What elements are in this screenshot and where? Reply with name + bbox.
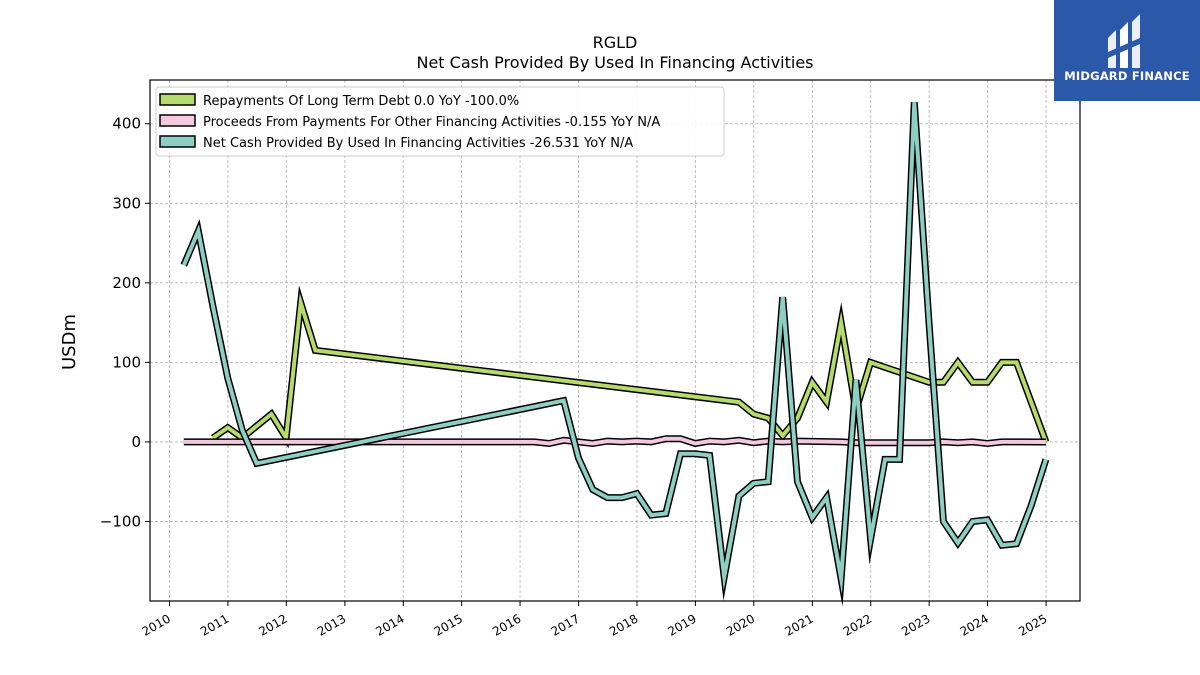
series-lines	[180, 102, 1050, 607]
x-tick-label: 2017	[549, 611, 582, 638]
legend-swatch-1	[159, 114, 196, 127]
x-axis: 2010 2011 2012 2013 2014 2015 2016 2017 2018 2019…	[140, 601, 1050, 639]
x-tick-label: 2012	[256, 611, 289, 638]
x-tick-label: 2014	[373, 611, 406, 638]
y-tick-label: 200	[112, 274, 141, 292]
y-axis: −100 0 100 200 300 400	[100, 115, 150, 530]
series-line-1	[183, 436, 1046, 446]
legend-swatch-0	[159, 93, 196, 106]
plot-frame	[149, 79, 1081, 602]
legend-label-2: Net Cash Provided By Used In Financing A…	[203, 136, 633, 151]
brand-name: MIDGARD FINANCE	[1064, 69, 1190, 83]
legend-swatch-2	[159, 135, 196, 148]
chart-title: RGLD	[593, 33, 638, 52]
x-tick-label: 2020	[724, 611, 757, 638]
y-tick-label: 0	[131, 433, 141, 451]
x-tick-label: 2018	[607, 611, 640, 638]
y-tick-label: 100	[112, 353, 141, 371]
series-line-2	[181, 102, 1048, 595]
x-tick-label: 2010	[140, 611, 173, 638]
legend-box	[155, 86, 725, 157]
brand-logo: MIDGARD FINANCE	[1054, 0, 1200, 101]
x-tick-label: 2016	[490, 611, 523, 638]
x-tick-label: 2015	[432, 611, 465, 638]
x-tick-label: 2021	[782, 611, 815, 638]
y-axis-label: USDm	[59, 314, 80, 370]
legend: Repayments Of Long Term Debt 0.0 YoY -10…	[155, 86, 725, 157]
y-tick-label: 400	[112, 115, 141, 133]
x-tick-label: 2011	[198, 611, 231, 638]
legend-label-0: Repayments Of Long Term Debt 0.0 YoY -10…	[203, 94, 519, 109]
x-tick-label: 2024	[958, 611, 991, 638]
x-tick-label: 2013	[315, 611, 348, 638]
midgard-finance-logo-mark	[1108, 14, 1140, 68]
x-tick-label: 2023	[899, 611, 932, 638]
x-tick-label: 2019	[665, 611, 698, 638]
y-tick-label: 300	[112, 194, 141, 212]
series-outline-0	[211, 285, 1050, 449]
chart-subtitle: Net Cash Provided By Used In Financing A…	[416, 53, 813, 72]
x-tick-label: 2022	[841, 611, 874, 638]
y-tick-label: −100	[100, 512, 141, 530]
legend-label-1: Proceeds From Payments For Other Financi…	[203, 115, 660, 130]
x-tick-label: 2025	[1016, 611, 1049, 638]
series-line-0	[211, 292, 1048, 444]
